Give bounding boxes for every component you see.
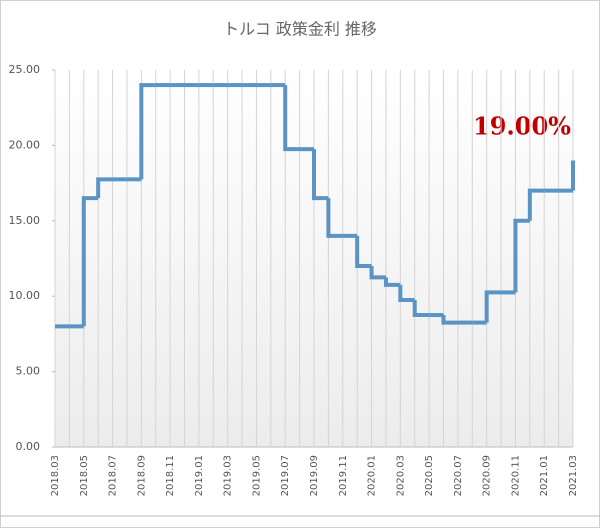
x-tick-label: 2019.07 (280, 455, 291, 496)
y-tick-label: 5.00 (16, 365, 41, 378)
line-step (312, 149, 329, 201)
line-step (139, 83, 156, 180)
line-step (81, 196, 99, 327)
x-tick-label: 2020.05 (424, 455, 435, 496)
x-tick-label: 2020.01 (367, 455, 378, 496)
x-tick-label: 2021.03 (568, 455, 579, 496)
line-step (513, 218, 530, 293)
y-tick-label: 0.00 (16, 440, 41, 453)
x-tick-label: 2019.09 (309, 455, 320, 496)
y-tick-label: 20.00 (9, 138, 41, 151)
line-step (412, 299, 430, 318)
line-step (441, 315, 458, 325)
line-step (96, 177, 113, 199)
line-step (484, 290, 502, 323)
x-tick-label: 2018.09 (136, 455, 147, 496)
line-step (369, 266, 386, 280)
x-tick-label: 2020.11 (510, 455, 521, 496)
x-tick-label: 2019.01 (194, 455, 205, 496)
x-tick-label: 2020.09 (482, 455, 493, 496)
chart-title: トルコ 政策金利 推移 (223, 20, 377, 39)
annotation: 19.00% (473, 112, 571, 141)
line-step (398, 284, 415, 302)
x-tick-label: 2019.03 (223, 455, 234, 496)
x-tick-label: 2021.01 (539, 455, 550, 496)
y-tick-label: 10.00 (9, 289, 41, 302)
y-tick-label: 15.00 (9, 214, 41, 227)
x-tick-label: 2018.11 (165, 455, 176, 496)
line-step (527, 188, 545, 221)
x-tick-label: 2018.05 (79, 455, 90, 496)
x-tick-label: 2019.05 (251, 455, 262, 496)
x-tick-label: 2019.11 (338, 455, 349, 496)
x-tick-label: 2018.07 (108, 455, 119, 496)
line-step (326, 198, 343, 238)
x-tick-label: 2020.07 (453, 455, 464, 496)
line-step (383, 277, 401, 287)
line-step (355, 235, 372, 269)
x-tick-label: 2020.03 (395, 455, 406, 496)
y-tick-label: 25.00 (9, 63, 41, 76)
x-tick-label: 2018.03 (50, 455, 61, 496)
line-step (283, 85, 300, 152)
